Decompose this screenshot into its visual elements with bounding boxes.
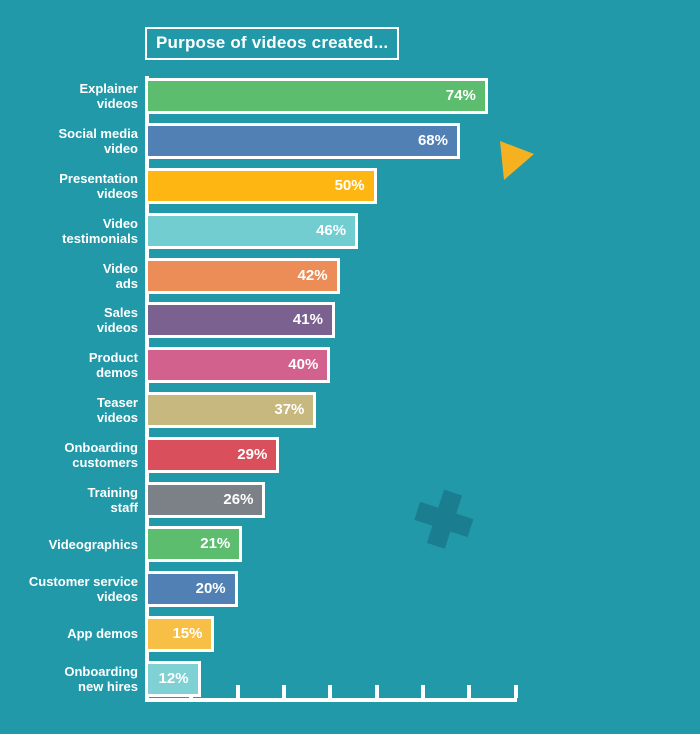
play-triangle-shape [500,141,534,180]
category-label: Product demos [88,350,138,381]
category-label: Video ads [102,260,138,291]
bar-row: Product demos 40% [0,343,700,388]
axis-tick-20 [235,685,240,698]
bar-value-label: 37% [274,400,305,418]
bar-value-label: 42% [297,266,328,284]
category-label: Teaser videos [96,394,138,425]
bar-rows: Explainer videos 74% Social media video 68%… [0,74,700,701]
bar: 42% [145,257,340,294]
bar-row: Video testimonials 46% [0,208,700,253]
category-label: Explainer videos [79,81,138,112]
bar-row: Onboarding customers 29% [0,432,700,477]
bar: 41% [145,302,335,339]
bar-row: Onboarding new hires 12% [0,656,700,701]
category-label: Onboarding customers [64,439,138,470]
axis-tick-80 [513,685,518,698]
category-label: Video testimonials [62,215,138,246]
bar-row: Videographics 21% [0,522,700,567]
bar: 74% [145,78,488,115]
bar-value-label: 12% [158,669,189,687]
axis-tick-40 [328,685,333,698]
bar-value-label: 41% [292,311,323,329]
x-axis-line [145,698,517,702]
bar-value-label: 74% [445,87,476,105]
bar: 37% [145,391,317,428]
bar: 29% [145,436,280,473]
category-label: App demos [67,626,138,642]
bar-row: Customer service videos 20% [0,567,700,612]
bar-value-label: 15% [172,624,203,642]
category-label: Presentation videos [59,170,138,201]
category-label: Social media video [58,126,138,157]
bar-value-label: 68% [417,132,448,150]
category-label: Customer service videos [28,574,138,605]
bar-value-label: 46% [316,221,347,239]
bar-row: Teaser videos 37% [0,388,700,433]
bar-row: Training staff 26% [0,477,700,522]
bar: 20% [145,571,238,608]
play-triangle-icon [500,141,534,180]
bar-row: Explainer videos 74% [0,74,700,119]
bar: 46% [145,212,359,249]
category-label: Sales videos [96,305,138,336]
axis-tick-30 [281,685,286,698]
bar-row: App demos 15% [0,612,700,657]
axis-tick-70 [467,685,472,698]
axis-tick-60 [420,685,425,698]
category-label: Training staff [87,484,138,515]
bar-value-label: 21% [200,535,231,553]
bar: 68% [145,123,460,160]
bar: 12% [145,660,201,697]
bar-value-label: 26% [223,490,254,508]
bar: 21% [145,526,243,563]
bar-row: Video ads 42% [0,253,700,298]
bar: 15% [145,615,215,652]
y-axis-line [145,76,149,702]
bar: 26% [145,481,266,518]
bar: 40% [145,347,331,384]
category-label: Videographics [48,536,138,552]
bar-value-label: 20% [195,580,226,598]
bar-row: Sales videos 41% [0,298,700,343]
bar-row: Presentation videos 50% [0,164,700,209]
bar-row: Social media video 68% [0,119,700,164]
axis-tick-50 [374,685,379,698]
bar: 50% [145,167,377,204]
bar-value-label: 50% [334,176,365,194]
chart-title: Purpose of videos created... [145,27,400,60]
bar-value-label: 40% [288,356,319,374]
category-label: Onboarding new hires [64,663,138,694]
bar-value-label: 29% [237,445,268,463]
